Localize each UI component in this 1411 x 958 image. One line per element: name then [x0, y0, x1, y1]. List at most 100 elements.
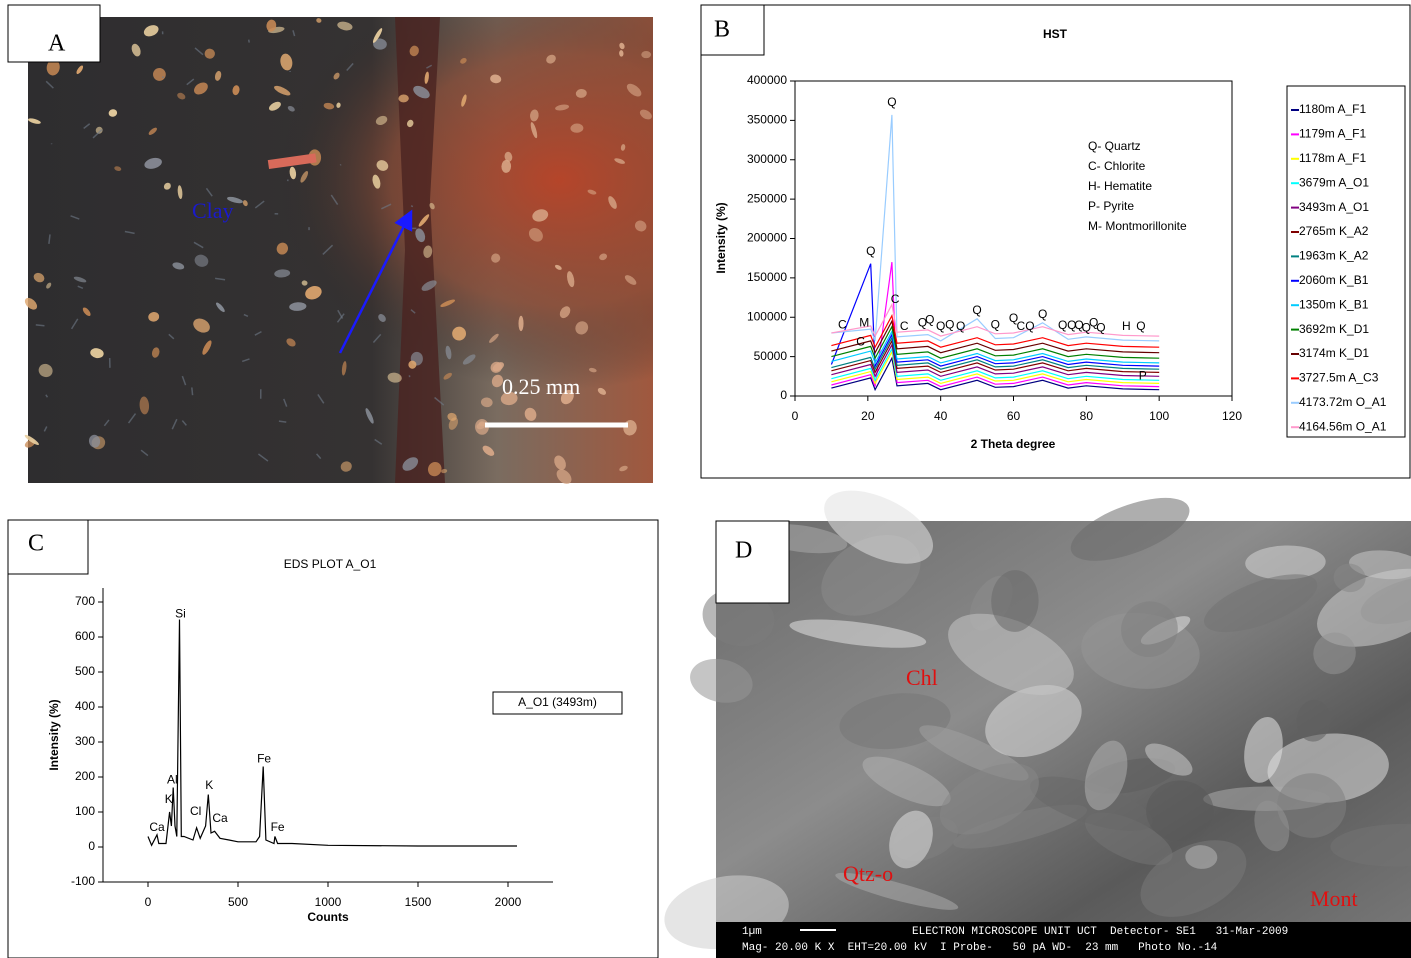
panel-label: C [28, 531, 44, 557]
x-tick-label: 0 [792, 409, 799, 423]
figure: Clay 0.25 mm A B C Chl Qtz-o Mont 1µm EL… [0, 0, 1411, 958]
legend-label: 1179m A_F1 [1299, 127, 1366, 141]
y-tick-label: 200 [75, 769, 95, 783]
peak-label: Fe [257, 752, 271, 766]
y-tick-label: 0 [88, 839, 95, 853]
panel-label-box [701, 5, 764, 55]
peak-label: C [1016, 319, 1025, 333]
x-tick-label: 1500 [405, 895, 432, 909]
chart-title: HST [1043, 27, 1068, 41]
key-note: Q- Quartz [1088, 139, 1141, 153]
peak-label: Cl [190, 804, 201, 818]
y-tick-label: 400 [75, 699, 95, 713]
y-tick-label: -100 [71, 874, 95, 888]
peak-label: Q [866, 244, 875, 258]
y-tick-label: 200000 [747, 231, 787, 245]
peak-label: Ca [212, 811, 228, 825]
key-note: P- Pyrite [1088, 199, 1134, 213]
legend-label: 2060m K_B1 [1299, 273, 1369, 287]
peak-label: Q [945, 317, 954, 331]
legend-label: 1178m A_F1 [1299, 151, 1366, 165]
x-tick-label: 0 [145, 895, 152, 909]
y-axis-title: Intensity (%) [714, 202, 728, 273]
sem-info: ELECTRON MICROSCOPE UNIT UCT Detector- S… [912, 926, 1288, 938]
panel-label: B [714, 17, 730, 43]
key-note: H- Hematite [1088, 179, 1152, 193]
legend-label: A_O1 (3493m) [518, 695, 597, 709]
page: {"panels": [ {"label": "A", "texts": ["C… [0, 0, 1411, 958]
x-tick-label: 1000 [315, 895, 342, 909]
x-tick-label: 120 [1222, 409, 1242, 423]
y-tick-label: 0 [780, 388, 787, 402]
fiber [279, 421, 286, 422]
fiber [340, 164, 341, 165]
peak-label: Q [1136, 319, 1145, 333]
fiber [411, 206, 413, 207]
y-tick-label: 500 [75, 664, 95, 678]
micrograph-shade [28, 17, 653, 483]
x-tick-label: 40 [934, 409, 948, 423]
y-tick-label: 150000 [747, 270, 787, 284]
chart-title: EDS PLOT A_O1 [284, 557, 377, 571]
legend-label: 4173.72m O_A1 [1299, 395, 1387, 409]
mineral-label: Chl [906, 665, 938, 690]
peak-label: Q [1038, 307, 1047, 321]
y-tick-label: 350000 [747, 113, 787, 127]
legend-label: 1963m K_A2 [1299, 249, 1369, 263]
peak-label: Si [175, 606, 186, 620]
legend-label: 4164.56m O_A1 [1299, 419, 1387, 433]
legend-label: 3727.5m A_C3 [1299, 371, 1379, 385]
peak-label: Q [1025, 319, 1034, 333]
peak-label: Fe [271, 820, 285, 834]
key-note: C- Chlorite [1088, 159, 1146, 173]
grain [518, 316, 523, 331]
x-axis-title: Counts [307, 910, 349, 924]
mineral-label: Qtz-o [843, 861, 893, 886]
x-tick-label: 60 [1007, 409, 1021, 423]
mineral-label: Clay [192, 198, 234, 223]
peak-label: Q [1058, 318, 1067, 332]
legend-label: 2765m K_A2 [1299, 224, 1369, 238]
mineral-label: Mont [1310, 886, 1358, 911]
y-tick-label: 400000 [747, 73, 787, 87]
scale-label: 0.25 mm [502, 374, 580, 399]
y-tick-label: 50000 [754, 349, 788, 363]
legend-label: 3174m K_D1 [1299, 346, 1369, 360]
y-tick-label: 250000 [747, 191, 787, 205]
x-tick-label: 500 [228, 895, 248, 909]
panel-label-box [716, 521, 789, 603]
micrograph [23, 17, 654, 487]
legend-label: 3679m A_O1 [1299, 175, 1369, 189]
panel-frame [8, 520, 658, 958]
fiber [192, 387, 193, 395]
x-tick-label: 20 [861, 409, 875, 423]
x-tick-label: 80 [1080, 409, 1094, 423]
legend-label: 1350m K_B1 [1299, 297, 1369, 311]
peak-label: C [856, 335, 865, 349]
legend-label: 1180m A_F1 [1299, 102, 1366, 116]
legend-label: 3493m A_O1 [1299, 200, 1369, 214]
peak-label: K [205, 778, 213, 792]
peak-label: Q [887, 95, 896, 109]
y-axis-title: Intensity (%) [47, 699, 61, 770]
peak-label: Q [956, 319, 965, 333]
panel-label-box [8, 520, 88, 574]
sem-info: Mag- 20.00 K X EHT=20.00 kV I Probe- 50 … [742, 942, 1218, 954]
peak-label: Q [925, 313, 934, 327]
peak-label: M [859, 316, 869, 330]
panel-label: D [735, 538, 752, 564]
legend-label: 3692m K_D1 [1299, 322, 1369, 336]
peak-label: Q [936, 319, 945, 333]
y-tick-label: 300000 [747, 152, 787, 166]
peak-label: P [1139, 368, 1147, 382]
y-tick-label: 100 [75, 804, 95, 818]
peak-label: C [891, 292, 900, 306]
peak-label: Al [167, 773, 178, 787]
y-tick-label: 700 [75, 594, 95, 608]
peak-label: Ca [149, 820, 165, 834]
peak-label: C [900, 319, 909, 333]
x-tick-label: 100 [1149, 409, 1169, 423]
x-axis-title: 2 Theta degree [971, 437, 1056, 451]
peak-label: C [838, 317, 847, 331]
panel-label: A [48, 31, 66, 57]
